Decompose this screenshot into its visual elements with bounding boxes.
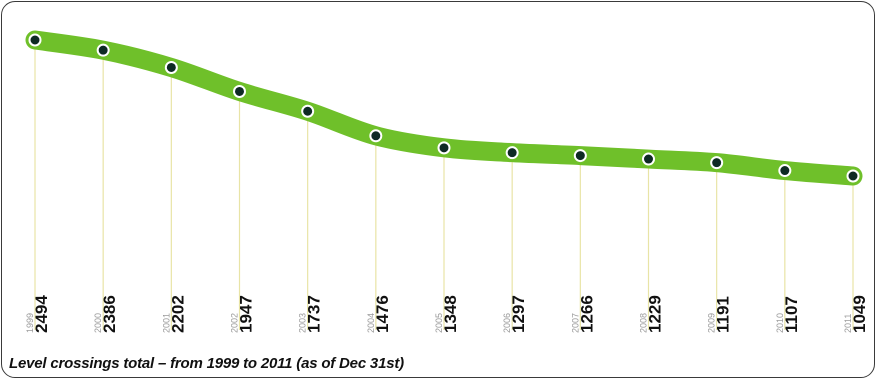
- value-label: 1191: [714, 296, 733, 333]
- value-label: 1266: [577, 295, 596, 333]
- year-tick-label: 2000: [93, 313, 103, 333]
- value-label: 1297: [509, 295, 528, 333]
- series-band: [25, 30, 863, 186]
- value-label: 2494: [32, 295, 51, 333]
- data-point: [710, 156, 724, 170]
- data-point: [437, 141, 451, 155]
- data-point: [642, 152, 655, 166]
- year-tick-label: 2010: [775, 313, 785, 333]
- year-tick-label: 2002: [230, 313, 240, 333]
- year-tick-label: 2001: [161, 313, 171, 333]
- data-point: [846, 169, 860, 183]
- year-tick-label: 2003: [298, 313, 308, 333]
- chart-caption: Level crossings total – from 1999 to 201…: [9, 355, 404, 372]
- value-label: 1049: [850, 295, 869, 333]
- data-point: [233, 84, 246, 98]
- data-point: [778, 164, 792, 178]
- value-label: 2202: [168, 295, 187, 333]
- value-label: 1476: [373, 295, 392, 333]
- year-tick-label: 2008: [639, 313, 649, 333]
- value-label: 2386: [100, 295, 119, 333]
- data-point: [28, 33, 42, 47]
- data-point: [505, 146, 519, 160]
- year-tick-label: 2011: [843, 314, 853, 333]
- year-tick-label: 2007: [570, 313, 580, 333]
- value-label: 1229: [646, 295, 665, 333]
- year-tick-label: 2009: [707, 313, 717, 333]
- year-tick-label: 2004: [366, 313, 376, 333]
- year-tick-label: 2005: [434, 313, 444, 333]
- year-tick-label: 1999: [25, 313, 35, 333]
- year-tick-label: 2006: [502, 313, 512, 333]
- value-label: 1947: [237, 295, 256, 333]
- value-label: 1348: [441, 295, 460, 333]
- data-point: [301, 104, 315, 118]
- data-point: [573, 149, 587, 163]
- data-point: [96, 43, 110, 57]
- data-point: [164, 60, 178, 74]
- value-label: 1737: [305, 295, 324, 333]
- value-label: 1107: [782, 296, 801, 333]
- data-point: [369, 129, 383, 143]
